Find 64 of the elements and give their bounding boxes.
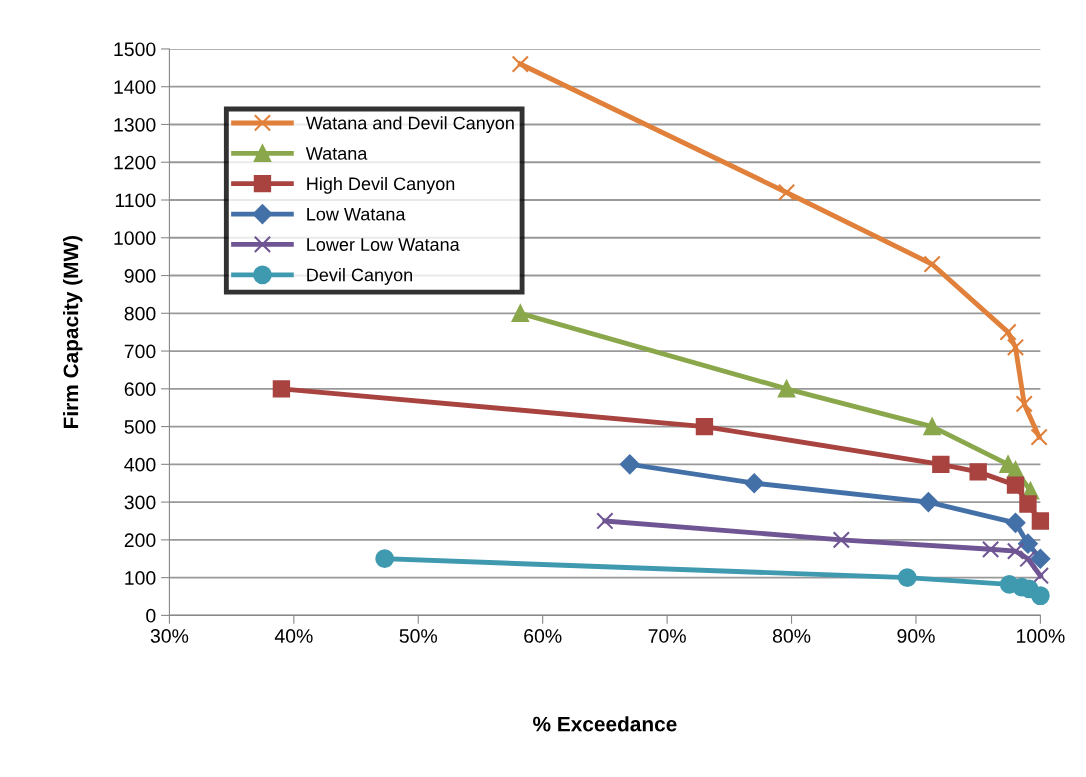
y-tick-label: 200	[124, 533, 156, 548]
y-tick-label: 400	[124, 457, 156, 472]
x-tick-label: 80%	[772, 629, 811, 643]
point	[1018, 533, 1038, 554]
point	[1006, 542, 1025, 560]
point	[981, 540, 1000, 558]
x-axis-title: % Exceedance	[533, 716, 677, 732]
legend-label: Low Watana	[307, 207, 406, 221]
y-tick-label: 1500	[114, 42, 156, 57]
point	[1019, 550, 1037, 568]
legend-label: High Devil Canyon	[307, 176, 455, 194]
y-tick-label: 100	[125, 571, 156, 585]
legend-label: Watana	[305, 147, 368, 160]
point	[1030, 428, 1048, 446]
x-tick-label: 50%	[399, 629, 438, 643]
point	[1031, 567, 1050, 585]
point	[1015, 395, 1033, 413]
point	[272, 380, 291, 398]
point	[619, 454, 640, 475]
y-axis-title: Firm Capacity (MW)	[62, 235, 83, 428]
y-tick-label: 1100	[115, 193, 156, 208]
point	[999, 323, 1017, 341]
point	[511, 55, 529, 73]
y-tick-label: 0	[146, 608, 156, 623]
point	[695, 417, 714, 436]
x-tick-label: 30%	[150, 629, 189, 643]
point	[375, 549, 395, 569]
point	[1030, 548, 1051, 569]
y-tick-label: 600	[124, 382, 156, 397]
y-tick-label: 1200	[114, 155, 156, 170]
point	[777, 183, 796, 202]
point	[744, 473, 765, 494]
x-tick-label: 70%	[648, 629, 686, 643]
point	[596, 512, 614, 530]
y-tick-label: 700	[124, 344, 156, 359]
y-tick-label: 800	[124, 306, 156, 321]
x-tick-label: 60%	[524, 629, 562, 643]
y-tick-label: 900	[124, 268, 156, 283]
point	[1019, 495, 1037, 513]
legend-label: Devil Canyon	[307, 268, 412, 285]
point	[1031, 512, 1050, 530]
point	[511, 304, 529, 322]
x-tick-label: 100%	[1017, 629, 1065, 643]
legend-label: Watana and Devil Canyon	[305, 116, 514, 134]
y-tick-label: 300	[124, 495, 156, 510]
point	[932, 455, 950, 474]
point	[923, 255, 941, 273]
point	[923, 417, 941, 436]
point	[1006, 476, 1025, 494]
point	[897, 568, 917, 587]
point	[777, 380, 796, 398]
y-tick-label: 500	[124, 420, 156, 434]
point	[1005, 512, 1026, 533]
x-tick-label: 40%	[274, 629, 313, 643]
legend-label: Lower Low Watana	[307, 238, 460, 251]
y-tick-label: 1000	[114, 231, 156, 245]
point	[832, 531, 850, 549]
x-tick-label: 90%	[897, 629, 935, 643]
y-tick-label: 1400	[114, 80, 156, 94]
point	[1006, 338, 1025, 356]
point	[1031, 586, 1050, 606]
y-tick-label: 1300	[114, 117, 156, 132]
point	[969, 463, 987, 481]
point	[918, 492, 939, 512]
